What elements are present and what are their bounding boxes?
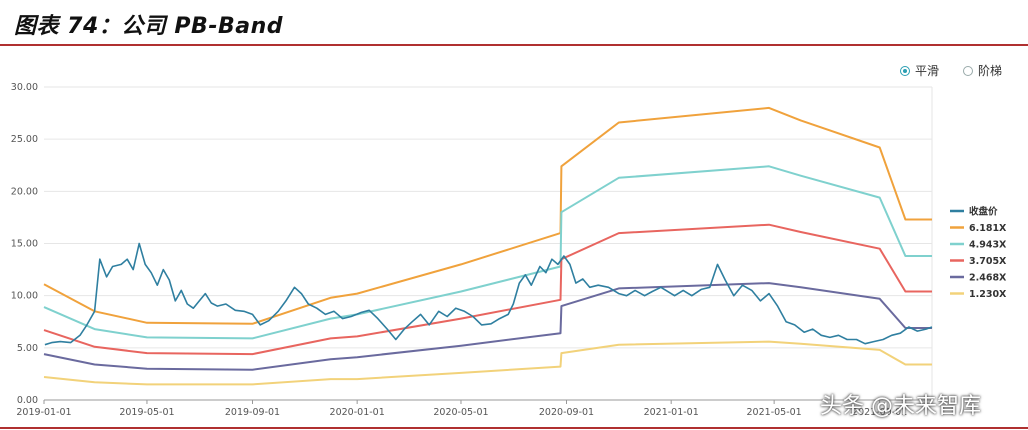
x-tick-label: 2020-01-01 <box>330 407 385 418</box>
bottom-divider <box>0 427 1028 429</box>
toggle-step[interactable]: 阶梯 <box>963 62 1002 79</box>
series-line-2.468X <box>43 282 932 371</box>
legend-label: 6.181X <box>969 223 1007 234</box>
toggle-step-label: 阶梯 <box>978 64 1003 78</box>
series-line-6.181X <box>43 106 932 325</box>
x-tick-label: 2020-05-01 <box>433 407 488 418</box>
legend: 收盘价 6.181X 4.943X 3.705X 2.468X 1.230X <box>950 206 1007 300</box>
x-tick-label: 2021-09-01 <box>852 407 907 418</box>
y-tick-label: 15.00 <box>11 239 38 250</box>
legend-label: 3.705X <box>969 256 1007 267</box>
legend-label: 2.468X <box>969 273 1007 284</box>
toggle-smooth[interactable]: 平滑 <box>900 62 939 79</box>
series-line-3.705X <box>43 223 932 356</box>
radio-selected-icon[interactable] <box>900 65 910 76</box>
watermark: 头条 @未来智库 <box>820 394 981 419</box>
legend-label: 4.943X <box>969 240 1007 251</box>
x-axis-ticks: 2019-01-01 2019-05-01 2019-09-01 2020-01-01… <box>16 400 907 418</box>
radio-unselected-icon[interactable] <box>963 65 973 76</box>
x-tick-label: 2019-01-01 <box>16 407 71 418</box>
y-tick-label: 10.00 <box>11 291 38 302</box>
title-divider <box>0 44 1028 46</box>
toggle-smooth-label: 平滑 <box>915 64 940 78</box>
grid-lines <box>44 86 933 401</box>
x-tick-label: 2021-05-01 <box>747 407 802 418</box>
legend-label: 1.230X <box>969 289 1007 300</box>
x-tick-label: 2019-05-01 <box>119 407 174 418</box>
y-tick-label: 5.00 <box>17 343 38 354</box>
x-tick-label: 2019-09-01 <box>225 407 280 418</box>
y-tick-label: 30.00 <box>11 82 38 93</box>
legend-label: 收盘价 <box>969 206 998 218</box>
y-tick-label: 25.00 <box>11 134 38 145</box>
y-tick-label: 0.00 <box>17 395 38 406</box>
y-axis-ticks: 0.00 5.00 10.00 15.00 20.00 25.00 30.00 <box>11 82 38 406</box>
series-lines <box>43 106 933 386</box>
series-line-1.230X <box>43 340 932 386</box>
figure-title: 图表 74：公司 PB-Band <box>14 14 283 39</box>
series-line-收盘价 <box>44 242 933 346</box>
y-tick-label: 20.00 <box>11 186 38 197</box>
x-tick-label: 2021-01-01 <box>644 407 699 418</box>
pb-band-chart: 0.00 5.00 10.00 15.00 20.00 25.00 30.00 2019-0… <box>11 82 1007 418</box>
x-tick-label: 2020-09-01 <box>539 407 594 418</box>
